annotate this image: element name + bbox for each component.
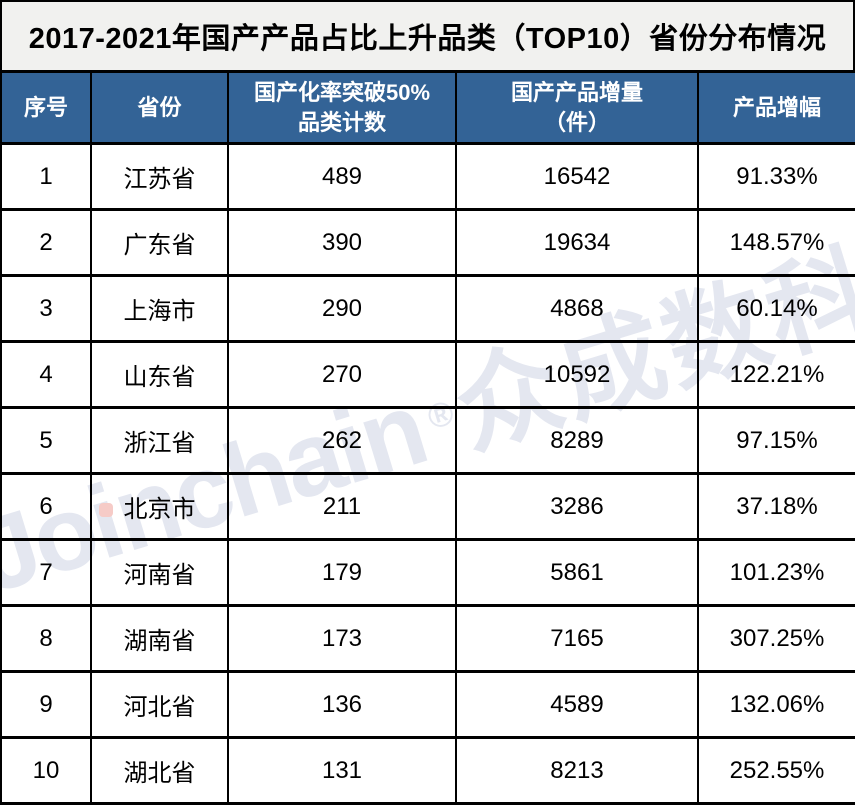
growth-cell: 132.06% — [697, 670, 855, 739]
province-cell: 河南省 — [90, 538, 229, 607]
header-increase: 国产产品增量 （件） — [455, 70, 699, 145]
count-cell: 131 — [227, 736, 457, 805]
header-province: 省份 — [90, 70, 229, 145]
row-index-cell: 4 — [0, 340, 92, 409]
table-title-bar: 2017-2021年国产产品占比上升品类（TOP10）省份分布情况 — [0, 0, 855, 70]
growth-cell: 252.55% — [697, 736, 855, 805]
increase-cell: 3286 — [455, 472, 699, 541]
row-index-cell: 8 — [0, 604, 92, 673]
growth-cell: 307.25% — [697, 604, 855, 673]
count-cell: 390 — [227, 208, 457, 277]
growth-cell: 122.21% — [697, 340, 855, 409]
province-cell: 北京市 — [90, 472, 229, 541]
header-growth: 产品增幅 — [697, 70, 855, 145]
province-cell: 湖南省 — [90, 604, 229, 673]
table-row: 2 广东省 390 19634 148.57% — [0, 208, 855, 277]
table-row: 3 上海市 290 4868 60.14% — [0, 274, 855, 343]
table-row: 5 浙江省 262 8289 97.15% — [0, 406, 855, 475]
row-index-cell: 7 — [0, 538, 92, 607]
increase-cell: 19634 — [455, 208, 699, 277]
header-count: 国产化率突破50% 品类计数 — [227, 70, 457, 145]
count-cell: 211 — [227, 472, 457, 541]
province-cell: 河北省 — [90, 670, 229, 739]
province-cell: 湖北省 — [90, 736, 229, 805]
province-cell: 浙江省 — [90, 406, 229, 475]
row-index-cell: 9 — [0, 670, 92, 739]
table-header-row: 序号 省份 国产化率突破50% 品类计数 国产产品增量 （件） 产品增幅 — [0, 70, 855, 145]
growth-cell: 148.57% — [697, 208, 855, 277]
page-title: 2017-2021年国产产品占比上升品类（TOP10）省份分布情况 — [28, 23, 827, 55]
row-index-cell: 10 — [0, 736, 92, 805]
table-row: 1 江苏省 489 16542 91.33% — [0, 142, 855, 211]
province-distribution-table: 序号 省份 国产化率突破50% 品类计数 国产产品增量 （件） 产品增幅 1 江苏… — [0, 70, 855, 805]
table-row: 7 河南省 179 5861 101.23% — [0, 538, 855, 607]
growth-cell: 91.33% — [697, 142, 855, 211]
table-row: 8 湖南省 173 7165 307.25% — [0, 604, 855, 673]
growth-cell: 97.15% — [697, 406, 855, 475]
increase-cell: 10592 — [455, 340, 699, 409]
count-cell: 136 — [227, 670, 457, 739]
increase-cell: 16542 — [455, 142, 699, 211]
count-cell: 489 — [227, 142, 457, 211]
table-row: 10 湖北省 131 8213 252.55% — [0, 736, 855, 805]
growth-cell: 37.18% — [697, 472, 855, 541]
increase-cell: 5861 — [455, 538, 699, 607]
count-cell: 173 — [227, 604, 457, 673]
increase-cell: 8213 — [455, 736, 699, 805]
province-cell: 江苏省 — [90, 142, 229, 211]
table-row: 4 山东省 270 10592 122.21% — [0, 340, 855, 409]
growth-cell: 60.14% — [697, 274, 855, 343]
header-index: 序号 — [0, 70, 92, 145]
row-index-cell: 1 — [0, 142, 92, 211]
province-cell: 上海市 — [90, 274, 229, 343]
row-index-cell: 5 — [0, 406, 92, 475]
count-cell: 290 — [227, 274, 457, 343]
growth-cell: 101.23% — [697, 538, 855, 607]
increase-cell: 4589 — [455, 670, 699, 739]
table-row: 6 北京市 211 3286 37.18% — [0, 472, 855, 541]
increase-cell: 4868 — [455, 274, 699, 343]
count-cell: 262 — [227, 406, 457, 475]
increase-cell: 8289 — [455, 406, 699, 475]
count-cell: 179 — [227, 538, 457, 607]
province-cell: 广东省 — [90, 208, 229, 277]
row-index-cell: 2 — [0, 208, 92, 277]
row-index-cell: 3 — [0, 274, 92, 343]
table-row: 9 河北省 136 4589 132.06% — [0, 670, 855, 739]
province-cell: 山东省 — [90, 340, 229, 409]
row-index-cell: 6 — [0, 472, 92, 541]
increase-cell: 7165 — [455, 604, 699, 673]
count-cell: 270 — [227, 340, 457, 409]
